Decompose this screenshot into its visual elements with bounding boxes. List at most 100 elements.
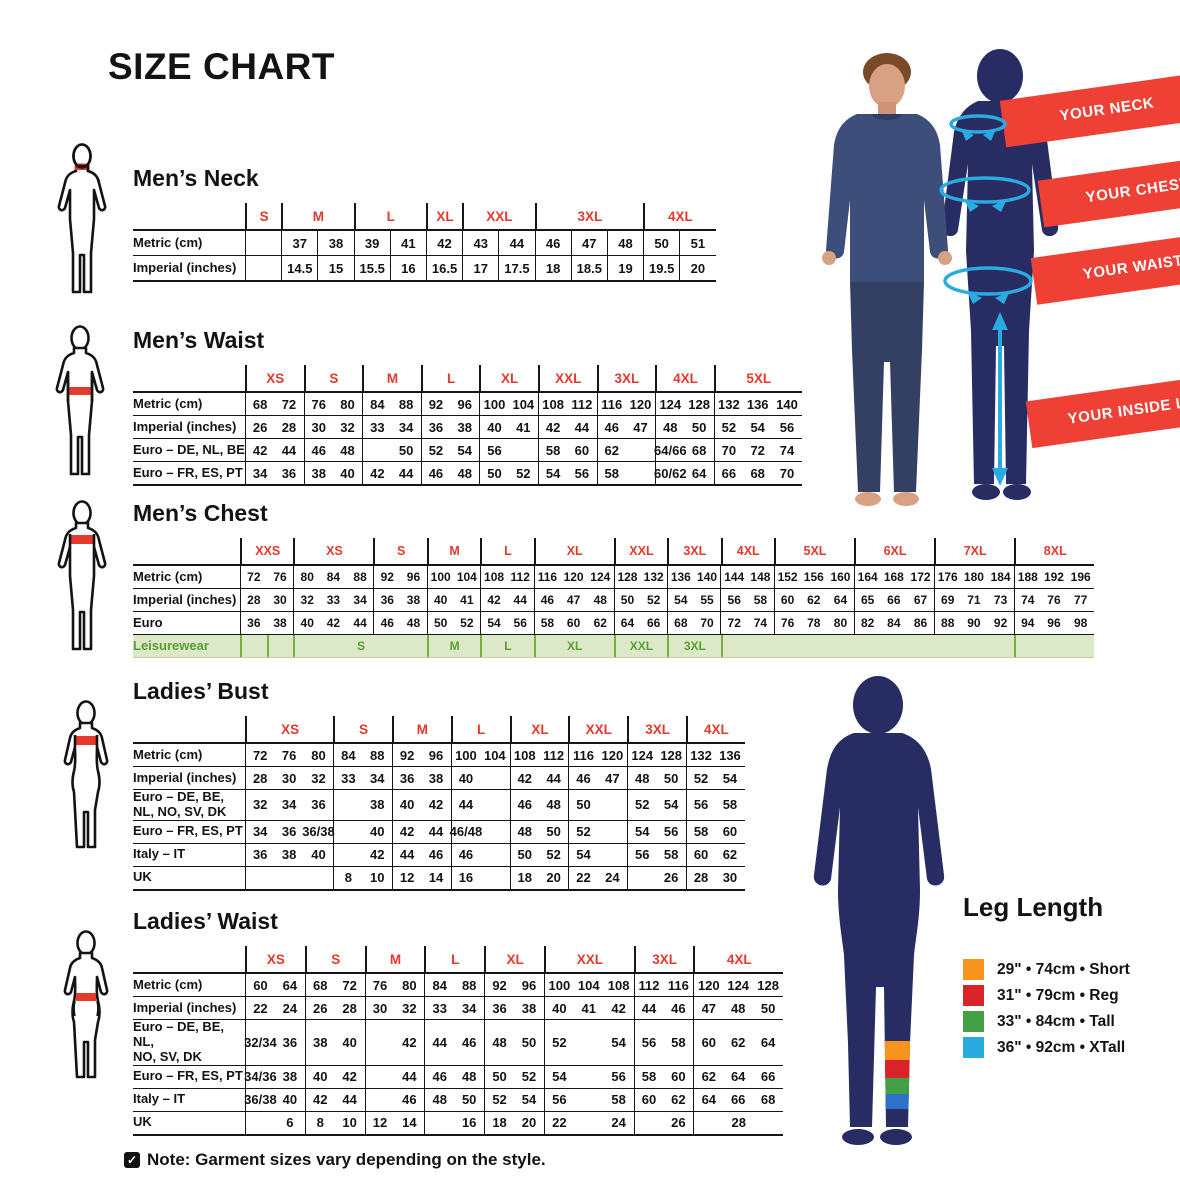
size-cell: 3XL <box>667 635 720 657</box>
size-cell <box>362 439 391 461</box>
size-cell: 42 <box>362 462 391 484</box>
mens-neck-table: S M L XL XXL 3XL 4XL Metric (cm) 37 38 39 41 42 43 44 4… <box>133 203 716 282</box>
size-cell: 40 <box>293 612 320 634</box>
size-cell: 68 <box>304 974 335 996</box>
size-cell: 54 <box>537 462 567 484</box>
header-spacer <box>133 716 245 742</box>
size-cell: 36 <box>373 589 400 611</box>
size-cell: 41 <box>516 419 531 435</box>
size-cell: 64 <box>760 1034 776 1050</box>
size-group-label: M <box>364 946 425 972</box>
size-cell: 168 <box>883 570 904 584</box>
size-cell: 68 <box>245 393 274 415</box>
size-cell: 152 <box>773 566 801 588</box>
size-group-label: L <box>450 716 510 742</box>
size-cell: 44 <box>281 442 297 458</box>
size-cell: 44 <box>428 824 444 840</box>
size-cell: 124 <box>655 393 684 415</box>
size-cell: 42 <box>509 767 539 789</box>
size-cell: 128 <box>688 396 710 412</box>
size-cell: 76 <box>273 570 287 584</box>
size-cell: 47 <box>693 997 723 1019</box>
size-cell <box>333 820 362 843</box>
table-row: Leisurewear S M L XL XXL 3XL <box>133 635 1095 658</box>
size-cell: 124 <box>590 570 611 584</box>
size-cell: 84 <box>424 974 454 996</box>
row-label: Euro – FR, ES, PT <box>133 464 243 480</box>
size-cell: 36 <box>391 767 421 789</box>
mens-waist-figure-icon <box>55 325 105 476</box>
size-cell <box>1014 635 1094 657</box>
row-label: Euro – FR, ES, PT <box>133 823 243 839</box>
size-cell: 104 <box>456 570 477 584</box>
size-group-label: XXS <box>240 538 293 564</box>
legend-label: 31" • 79cm • Reg <box>997 986 1119 1004</box>
waist-measure-arrow <box>943 266 1033 296</box>
row-label: Metric (cm) <box>133 976 203 992</box>
size-cell: 108 <box>607 977 630 993</box>
size-cell: 58 <box>611 1092 626 1108</box>
table-row: Imperial (inches) 28 30 32 33 34 36 38 40 42 44 46 4… <box>133 767 745 790</box>
row-label: Euro – DE, BE, NL, NO, SV, DK <box>133 789 227 819</box>
size-cell: 38 <box>457 419 472 435</box>
size-cell: 60 <box>722 824 738 840</box>
size-cell: 20 <box>546 870 561 886</box>
row-label: Metric (cm) <box>133 395 203 411</box>
size-group-label: 4XL <box>720 538 774 564</box>
size-cell: 86 <box>913 616 928 630</box>
size-cell: 54 <box>480 612 507 634</box>
size-cell: 98 <box>1073 616 1088 630</box>
table-row: UK 6 8 10 12 14 16 18 20 22 24 26 28 <box>133 1111 784 1136</box>
size-group-label: 3XL <box>633 946 694 972</box>
size-cell: 24 <box>605 870 620 886</box>
size-cell: 69 <box>933 589 961 611</box>
size-cell: 38 <box>406 593 421 607</box>
size-cell <box>626 462 655 484</box>
size-cell: 42 <box>611 1000 626 1016</box>
size-cell: 44 <box>450 790 480 820</box>
size-cell <box>245 1111 275 1134</box>
size-cell: XL <box>533 635 614 657</box>
size-cell: 80 <box>340 396 355 412</box>
row-label: Leisurewear <box>133 637 209 653</box>
size-cell: 68 <box>750 465 765 481</box>
size-cell: 26 <box>663 870 679 886</box>
size-cell: 92 <box>420 393 450 415</box>
size-cell: 140 <box>697 570 718 584</box>
bust-highlight <box>76 736 96 745</box>
size-cell: 38 <box>282 1069 298 1085</box>
size-cell: 56 <box>685 790 715 820</box>
size-cell: 34 <box>281 797 297 813</box>
row-label: Euro – DE, BE, NL, NO, SV, DK <box>133 1019 225 1064</box>
legend-label: 29" • 74cm • Short <box>997 960 1130 978</box>
size-cell: 42 <box>425 231 462 255</box>
size-cell: 82 <box>853 612 881 634</box>
size-cell: 58 <box>533 612 561 634</box>
mens-neck-title: Men’s Neck <box>133 165 259 191</box>
size-cell: 58 <box>596 462 626 484</box>
size-cell: 15 <box>317 256 353 280</box>
size-cell: 84 <box>333 744 362 766</box>
size-cell: 46 <box>671 1000 686 1016</box>
size-cell: 18 <box>484 1111 514 1134</box>
size-cell: 38 <box>303 462 333 484</box>
size-cell: 112 <box>571 396 593 412</box>
size-cell: 30 <box>722 870 738 886</box>
size-cell: 46 <box>303 439 333 461</box>
size-cell: 72 <box>281 396 297 412</box>
size-cell: XXL <box>613 635 667 657</box>
size-cell: 38 <box>370 797 385 813</box>
size-header-row: XS S M L XL XXL 3XL 4XL <box>133 716 745 744</box>
size-cell: 18 <box>534 256 571 280</box>
size-cell <box>424 1111 454 1134</box>
size-cell: 116 <box>533 566 561 588</box>
size-cell: 56 <box>479 439 508 461</box>
size-cell: 62 <box>593 616 607 630</box>
size-cell: 77 <box>1073 593 1088 607</box>
size-cell: 48 <box>457 465 472 481</box>
size-cell: 52 <box>460 616 474 630</box>
size-cell: 128 <box>613 566 641 588</box>
size-group-label: XXL <box>462 203 534 229</box>
size-cell <box>364 1088 395 1111</box>
reg-leg-band <box>878 1060 918 1078</box>
